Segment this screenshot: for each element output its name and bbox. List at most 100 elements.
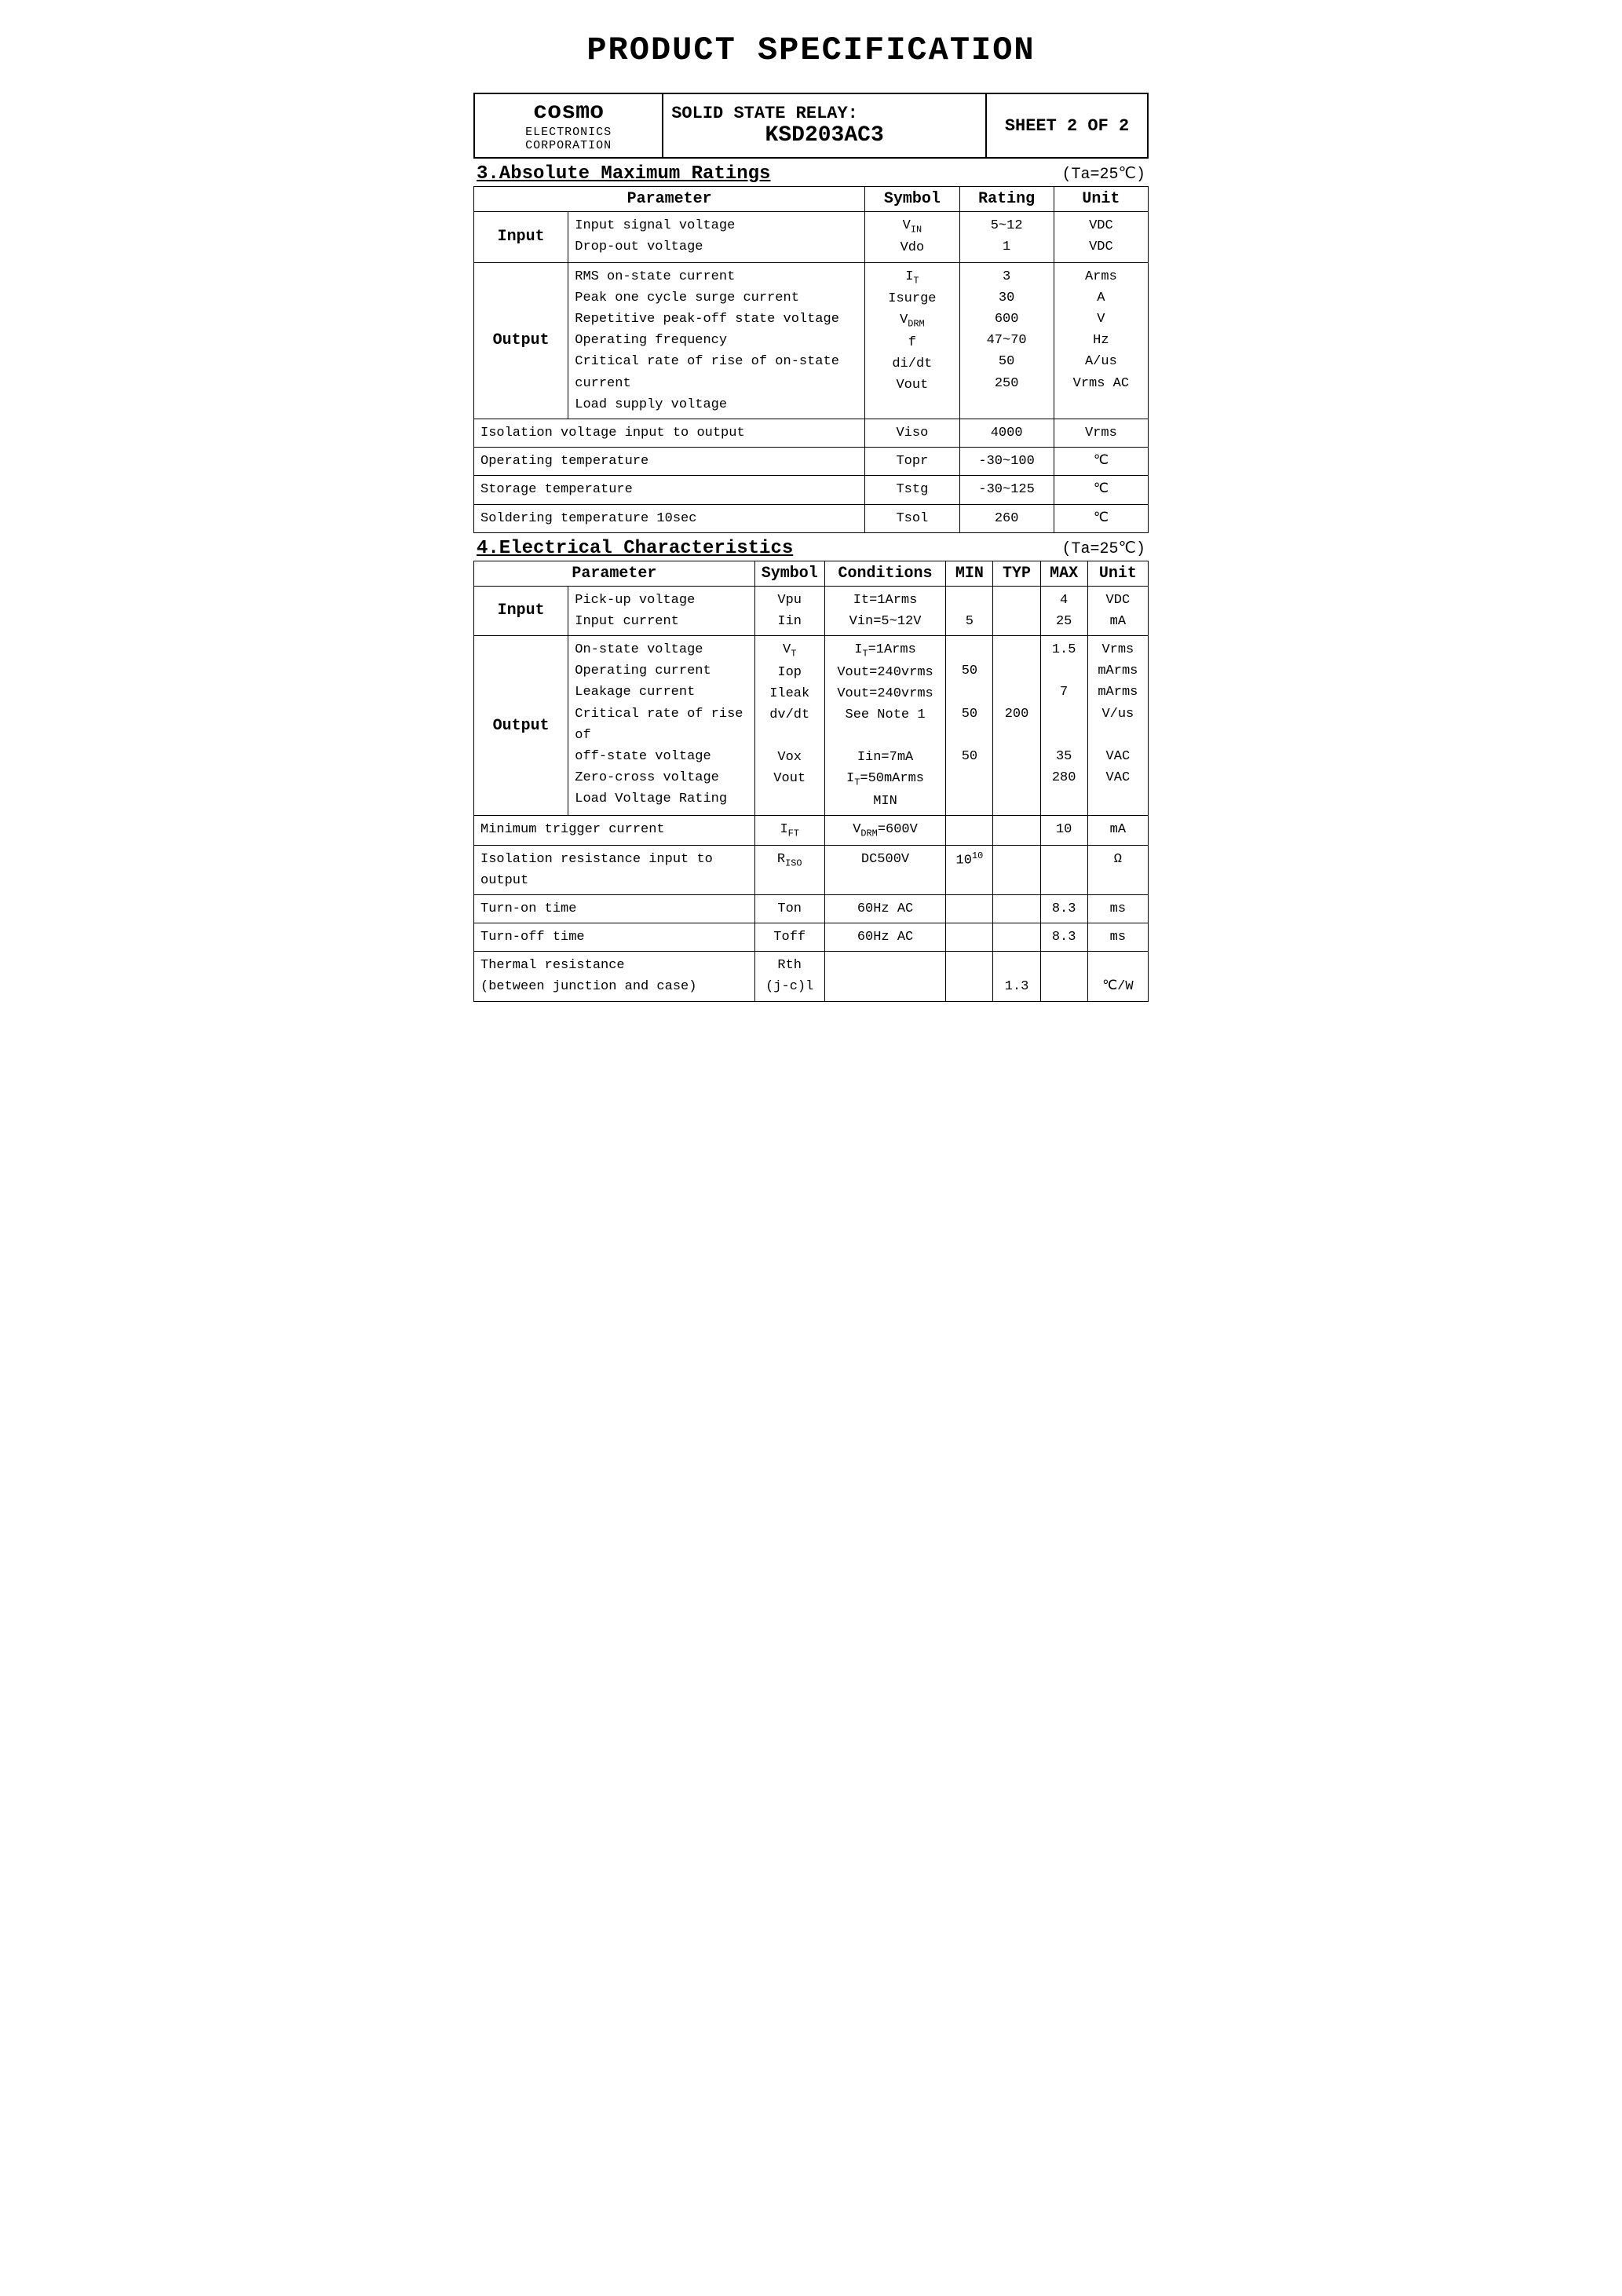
section4-condition: (Ta=25℃) [1062, 538, 1145, 558]
electrical-characteristics-table: Parameter Symbol Conditions MIN TYP MAX … [473, 561, 1149, 1002]
header-block: cosmo ELECTRONICS CORPORATION SOLID STAT… [473, 93, 1149, 159]
s3-head-unit: Unit [1054, 187, 1148, 212]
typ-cell: 1.3 [993, 952, 1040, 1001]
unit-cell: Ω [1087, 845, 1148, 894]
symbol-cell: Toff [754, 923, 824, 952]
table-row: Isolation voltage input to outputViso400… [474, 419, 1149, 447]
symbol-cell: Tstg [865, 476, 959, 504]
typ-cell: 200 [993, 636, 1040, 816]
product-model: KSD203AC3 [671, 123, 977, 148]
product-type: SOLID STATE RELAY: [671, 104, 977, 123]
category-cell: Output [474, 636, 568, 816]
parameter-cell: Operating temperature [474, 448, 865, 476]
symbol-cell: Topr [865, 448, 959, 476]
conditions-cell: DC500V [824, 845, 946, 894]
min-cell: 50 50 50 [946, 636, 993, 816]
brand-sub: ELECTRONICS CORPORATION [483, 126, 654, 152]
unit-cell: ℃ [1054, 476, 1148, 504]
table-row: InputInput signal voltageDrop-out voltag… [474, 212, 1149, 263]
section4-title: 4.Electrical Characteristics [477, 538, 793, 559]
typ-cell [993, 845, 1040, 894]
typ-cell [993, 923, 1040, 952]
min-cell [946, 894, 993, 923]
table-row: Isolation resistance input to outputRISO… [474, 845, 1149, 894]
table-row: Turn-off timeToff60Hz AC 8.3ms [474, 923, 1149, 952]
conditions-cell: IT=1ArmsVout=240vrmsVout=240vrmsSee Note… [824, 636, 946, 816]
category-cell: Input [474, 586, 568, 635]
conditions-cell: 60Hz AC [824, 923, 946, 952]
s3-head-param: Parameter [474, 187, 865, 212]
table-row: Thermal resistance(between junction and … [474, 952, 1149, 1001]
symbol-cell: RISO [754, 845, 824, 894]
header-product-cell: SOLID STATE RELAY: KSD203AC3 [663, 93, 986, 158]
unit-cell: mA [1087, 816, 1148, 845]
s4-head-unit: Unit [1087, 561, 1148, 586]
symbol-cell: VTIopIleakdv/dt VoxVout [754, 636, 824, 816]
parameter-cell: Isolation voltage input to output [474, 419, 865, 447]
unit-cell: ArmsAVHzA/usVrms AC [1054, 262, 1148, 419]
header-company-cell: cosmo ELECTRONICS CORPORATION [474, 93, 663, 158]
conditions-cell [824, 952, 946, 1001]
symbol-cell: ITIsurgeVDRMfdi/dtVout [865, 262, 959, 419]
unit-cell: ℃ [1054, 504, 1148, 532]
max-cell: 1.5 7 35280 [1040, 636, 1087, 816]
s4-head-typ: TYP [993, 561, 1040, 586]
max-cell [1040, 845, 1087, 894]
max-cell [1040, 952, 1087, 1001]
unit-cell: Vrms [1054, 419, 1148, 447]
page-root: PRODUCT SPECIFICATION cosmo ELECTRONICS … [434, 0, 1188, 1049]
min-cell [946, 923, 993, 952]
table-row: Soldering temperature 10secTsol260℃ [474, 504, 1149, 532]
min-cell [946, 952, 993, 1001]
brand-name: cosmo [483, 99, 654, 126]
section3-title-row: 3.Absolute Maximum Ratings (Ta=25℃) [473, 163, 1149, 185]
header-sheet-cell: SHEET 2 OF 2 [986, 93, 1148, 158]
max-cell: 10 [1040, 816, 1087, 845]
rating-cell: 33060047~7050250 [959, 262, 1054, 419]
parameter-cell: RMS on-state currentPeak one cycle surge… [568, 262, 865, 419]
symbol-cell: VINVdo [865, 212, 959, 263]
s4-head-param: Parameter [474, 561, 755, 586]
section4-title-row: 4.Electrical Characteristics (Ta=25℃) [473, 538, 1149, 559]
max-cell: 425 [1040, 586, 1087, 635]
parameter-cell: Turn-off time [474, 923, 755, 952]
parameter-cell: Soldering temperature 10sec [474, 504, 865, 532]
rating-cell: 4000 [959, 419, 1054, 447]
symbol-cell: Ton [754, 894, 824, 923]
unit-cell: ms [1087, 894, 1148, 923]
parameter-cell: Isolation resistance input to output [474, 845, 755, 894]
table-row: Operating temperatureTopr-30~100℃ [474, 448, 1149, 476]
unit-cell: ℃ [1054, 448, 1148, 476]
abs-max-ratings-table: Parameter Symbol Rating Unit InputInput … [473, 186, 1149, 533]
symbol-cell: Tsol [865, 504, 959, 532]
typ-cell [993, 586, 1040, 635]
conditions-cell: VDRM=600V [824, 816, 946, 845]
unit-cell: ms [1087, 923, 1148, 952]
max-cell: 8.3 [1040, 894, 1087, 923]
min-cell: 1010 [946, 845, 993, 894]
conditions-cell: 60Hz AC [824, 894, 946, 923]
s4-head-symbol: Symbol [754, 561, 824, 586]
min-cell [946, 816, 993, 845]
table-row: Storage temperatureTstg-30~125℃ [474, 476, 1149, 504]
symbol-cell: Rth(j-c)l [754, 952, 824, 1001]
typ-cell [993, 816, 1040, 845]
rating-cell: 260 [959, 504, 1054, 532]
symbol-cell: Viso [865, 419, 959, 447]
unit-cell: VDCmA [1087, 586, 1148, 635]
unit-cell: ℃/W [1087, 952, 1148, 1001]
table-row: OutputRMS on-state currentPeak one cycle… [474, 262, 1149, 419]
conditions-cell: It=1ArmsVin=5~12V [824, 586, 946, 635]
category-cell: Output [474, 262, 568, 419]
rating-cell: -30~125 [959, 476, 1054, 504]
min-cell: 5 [946, 586, 993, 635]
s4-head-max: MAX [1040, 561, 1087, 586]
s4-head-cond: Conditions [824, 561, 946, 586]
symbol-cell: IFT [754, 816, 824, 845]
rating-cell: 5~121 [959, 212, 1054, 263]
parameter-cell: Pick-up voltageInput current [568, 586, 754, 635]
max-cell: 8.3 [1040, 923, 1087, 952]
unit-cell: VDCVDC [1054, 212, 1148, 263]
table-row: OutputOn-state voltageOperating currentL… [474, 636, 1149, 816]
table-row: Turn-on timeTon60Hz AC 8.3ms [474, 894, 1149, 923]
